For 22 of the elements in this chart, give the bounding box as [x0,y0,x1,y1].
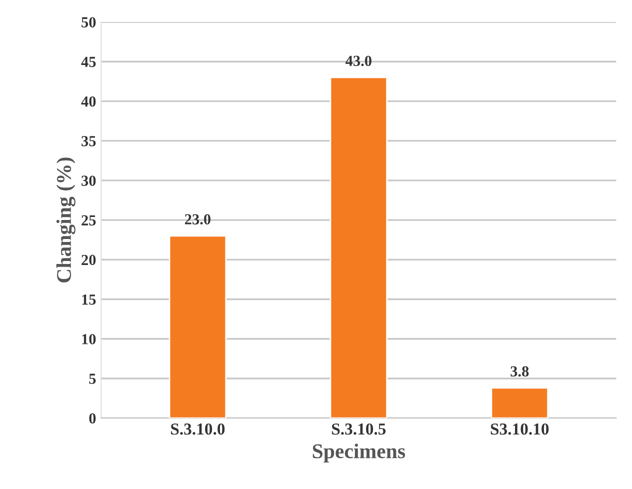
y-tick-label: 35 [82,136,96,146]
bar [490,387,548,418]
x-tick-label: S.3.10.5 [332,423,386,435]
bar [168,235,227,418]
data-label: 23.0 [184,214,210,225]
data-label: 3.8 [510,366,529,377]
bar [330,76,388,418]
y-tick-label: 5 [89,374,96,384]
y-tick-label: 20 [82,254,96,266]
x-axis-title: Specimens [312,444,406,463]
data-label: 43.0 [346,56,372,66]
y-axis-title: Changing (%) [56,158,76,282]
y-tick-label: 50 [82,17,96,28]
y-tick-label: 25 [82,215,96,226]
x-tick-label: S.3.10.0 [171,423,225,435]
y-tick-label: 15 [82,294,96,305]
y-tick-label: 10 [82,334,96,344]
y-tick-label: 40 [81,96,96,107]
y-tick-label: 30 [82,176,96,186]
x-tick-label: S3.10.10 [490,423,549,435]
y-tick-label: 45 [81,56,96,68]
y-tick-label: 0 [89,413,96,424]
